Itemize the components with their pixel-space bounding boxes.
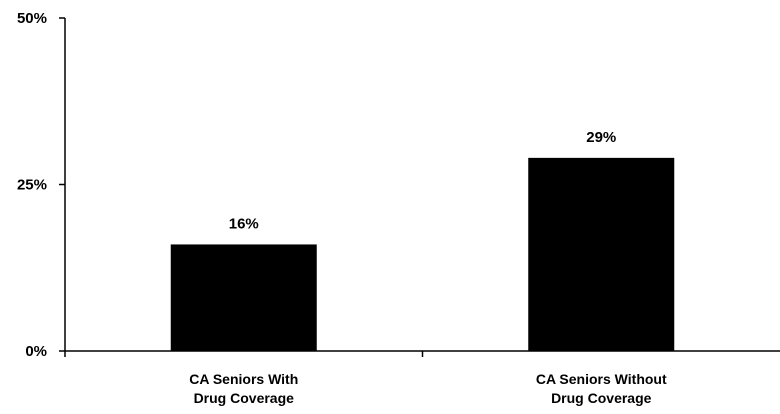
x-tick-label: Drug Coverage [194,390,295,406]
y-tick-label: 50% [17,10,47,27]
data-label: 16% [229,215,259,232]
y-axis-ticks: 0% 25% 50% [17,10,65,360]
data-label: 29% [586,129,616,146]
y-tick-label: 0% [25,343,47,360]
bar [170,244,317,351]
x-tick-label: CA Seniors Without [536,371,667,387]
bars [170,157,675,351]
x-tick-label: CA Seniors With [189,371,298,387]
y-tick-label: 25% [17,177,47,194]
x-tick-label: Drug Coverage [551,390,652,406]
category-labels: CA Seniors With Drug Coverage CA Seniors W… [189,371,667,406]
x-axis-ticks [64,351,424,357]
bar [528,157,675,351]
data-labels: 16% 29% [229,129,617,233]
